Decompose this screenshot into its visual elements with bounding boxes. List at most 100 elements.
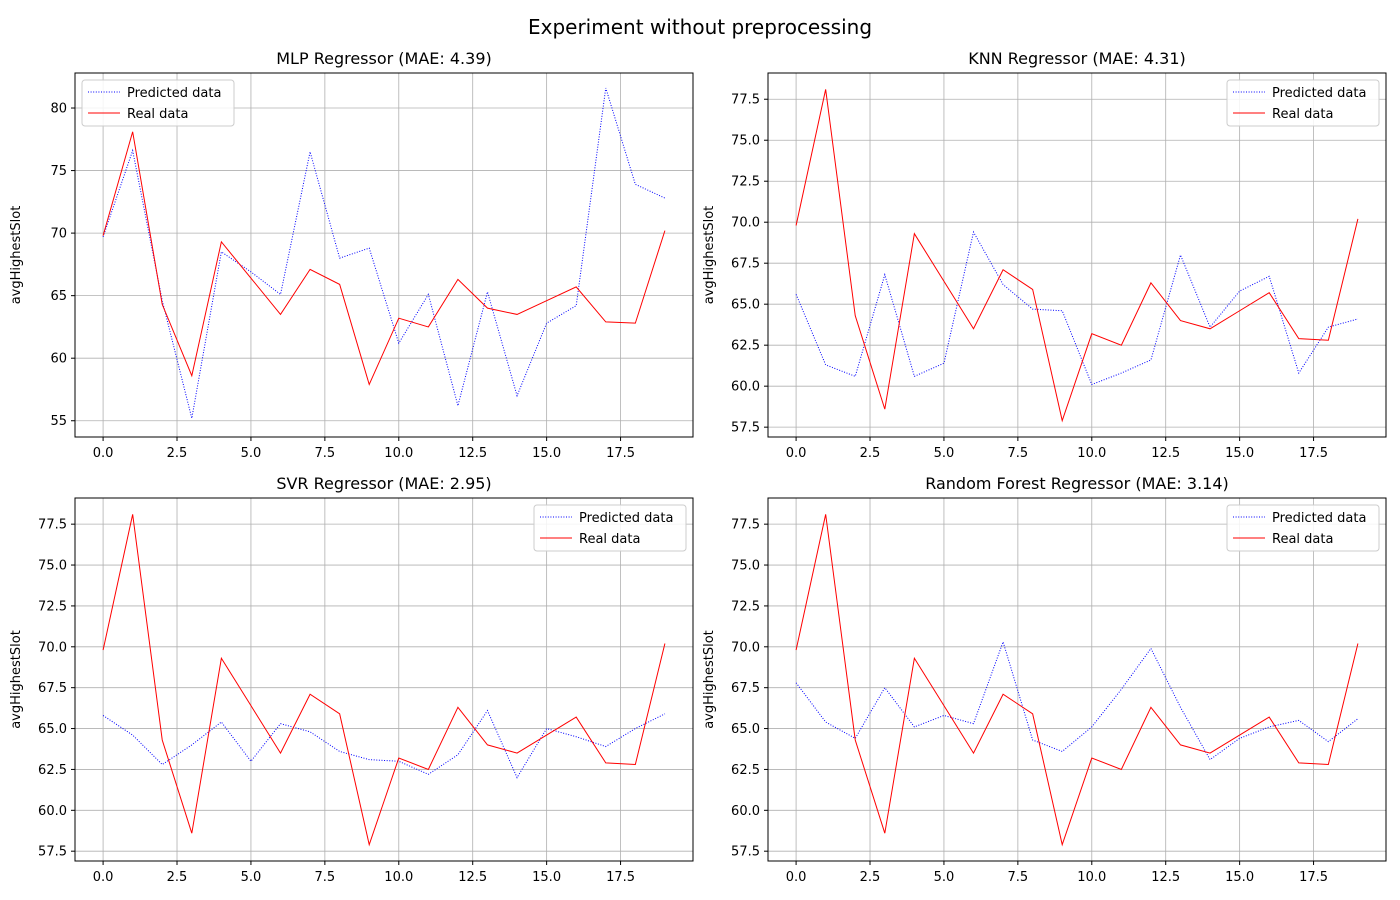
real-data-line [102, 131, 666, 386]
x-tick-label: 0.0 [93, 870, 114, 885]
legend: Predicted data Real data [1226, 79, 1380, 127]
svr-subplot: 0.0 2.5 5.0 7.5 10.0 12.5 15.0 17.5 57.5 60.0 62.5… [9, 474, 694, 885]
x-tick-label: 15.0 [1225, 446, 1254, 461]
x-tick-label: 0.0 [786, 870, 807, 885]
x-tick-label: 17.5 [1299, 870, 1328, 885]
axes-frame [74, 497, 694, 862]
y-tick-label: 70.0 [731, 640, 760, 655]
x-tick-label: 2.5 [167, 870, 188, 885]
x-tick-label: 12.5 [458, 870, 487, 885]
real-data-line [795, 89, 1359, 423]
y-tick-label: 70 [50, 227, 67, 242]
x-tick-label: 17.5 [1299, 446, 1328, 461]
y-tick-label: 60 [50, 352, 67, 367]
x-tick-label: 10.0 [1077, 870, 1106, 885]
legend: Predicted data Real data [81, 79, 235, 127]
x-tick-label: 15.0 [1225, 870, 1254, 885]
y-tick-label: 67.5 [731, 681, 760, 696]
x-tick-label: 15.0 [532, 446, 561, 461]
subplots-container: 0.0 2.5 5.0 7.5 10.0 12.5 15.0 17.5 55 60 65 70 75 80… [9, 49, 1387, 885]
x-tick-label: 7.5 [315, 870, 336, 885]
x-tick-label: 10.0 [1077, 446, 1106, 461]
y-tick-label: 70.0 [731, 216, 760, 231]
x-tick-label: 12.5 [1151, 446, 1180, 461]
mlp-subplot: 0.0 2.5 5.0 7.5 10.0 12.5 15.0 17.5 55 60 65 70 75 80… [9, 49, 694, 461]
x-tick-label: 5.0 [241, 446, 262, 461]
y-tick-label: 72.5 [731, 175, 760, 190]
y-tick-label: 75 [50, 164, 67, 179]
x-tick-label: 7.5 [1008, 446, 1029, 461]
x-tick-label: 7.5 [1008, 870, 1029, 885]
figure-title: Experiment without preprocessing [528, 15, 872, 39]
x-tick-label: 5.0 [241, 870, 262, 885]
x-tick-label: 0.0 [786, 446, 807, 461]
y-tick-label: 77.5 [731, 93, 760, 108]
axes-frame [74, 72, 694, 438]
y-tick-label: 80 [50, 102, 67, 117]
y-tick-label: 65.0 [731, 722, 760, 737]
x-tick-label: 2.5 [167, 446, 188, 461]
svr-title: SVR Regressor (MAE: 2.95) [276, 474, 491, 493]
x-tick-label: 0.0 [93, 446, 114, 461]
knn-title: KNN Regressor (MAE: 4.31) [968, 49, 1186, 68]
x-tick-label: 12.5 [458, 446, 487, 461]
legend-label: Real data [1272, 532, 1333, 547]
knn-subplot: 0.0 2.5 5.0 7.5 10.0 12.5 15.0 17.5 57.5 60.0 62.5… [702, 49, 1387, 461]
real-data-line [795, 514, 1359, 847]
y-tick-label: 70.0 [38, 640, 67, 655]
y-tick-label: 60.0 [731, 804, 760, 819]
legend: Predicted data Real data [533, 504, 687, 552]
y-tick-label: 72.5 [38, 599, 67, 614]
y-axis-label: avgHighestSlot [702, 206, 717, 305]
legend-label: Real data [127, 107, 188, 122]
predicted-data-line [795, 640, 1359, 761]
y-tick-label: 57.5 [731, 421, 760, 436]
y-tick-label: 67.5 [38, 681, 67, 696]
legend-label: Predicted data [579, 511, 673, 526]
random-forest-subplot: 0.0 2.5 5.0 7.5 10.0 12.5 15.0 17.5 57.5 60.0 62.5… [702, 474, 1387, 885]
predicted-data-line [102, 709, 666, 779]
y-tick-label: 75.0 [731, 559, 760, 574]
y-tick-label: 65.0 [731, 298, 760, 313]
x-tick-label: 2.5 [860, 446, 881, 461]
predicted-data-line [795, 230, 1359, 386]
legend-label: Predicted data [127, 86, 221, 101]
y-axis-label: avgHighestSlot [9, 206, 24, 305]
y-axis-label: avgHighestSlot [9, 630, 24, 729]
mlp-title: MLP Regressor (MAE: 4.39) [276, 49, 492, 68]
x-tick-label: 17.5 [606, 446, 635, 461]
y-tick-label: 77.5 [38, 518, 67, 533]
y-tick-label: 77.5 [731, 518, 760, 533]
x-tick-label: 5.0 [934, 446, 955, 461]
legend-label: Real data [579, 532, 640, 547]
y-tick-label: 65.0 [38, 722, 67, 737]
y-tick-label: 75.0 [38, 559, 67, 574]
y-tick-label: 57.5 [731, 845, 760, 860]
y-tick-label: 75.0 [731, 134, 760, 149]
y-tick-label: 60.0 [38, 804, 67, 819]
y-tick-label: 67.5 [731, 257, 760, 272]
y-tick-label: 65 [50, 289, 67, 304]
x-tick-label: 10.0 [384, 446, 413, 461]
x-tick-label: 2.5 [860, 870, 881, 885]
legend-label: Real data [1272, 107, 1333, 122]
axes-frame [767, 72, 1387, 438]
y-tick-label: 57.5 [38, 845, 67, 860]
y-tick-label: 55 [50, 414, 67, 429]
x-tick-label: 7.5 [315, 446, 336, 461]
x-tick-label: 15.0 [532, 870, 561, 885]
y-tick-label: 60.0 [731, 380, 760, 395]
x-tick-label: 5.0 [934, 870, 955, 885]
y-tick-label: 62.5 [38, 763, 67, 778]
y-axis-label: avgHighestSlot [702, 630, 717, 729]
y-tick-label: 62.5 [731, 763, 760, 778]
x-tick-label: 10.0 [384, 870, 413, 885]
axes-frame [767, 497, 1387, 862]
predicted-data-line [102, 87, 666, 419]
y-tick-label: 62.5 [731, 339, 760, 354]
legend-label: Predicted data [1272, 511, 1366, 526]
legend: Predicted data Real data [1226, 504, 1380, 552]
y-tick-label: 72.5 [731, 599, 760, 614]
legend-label: Predicted data [1272, 86, 1366, 101]
